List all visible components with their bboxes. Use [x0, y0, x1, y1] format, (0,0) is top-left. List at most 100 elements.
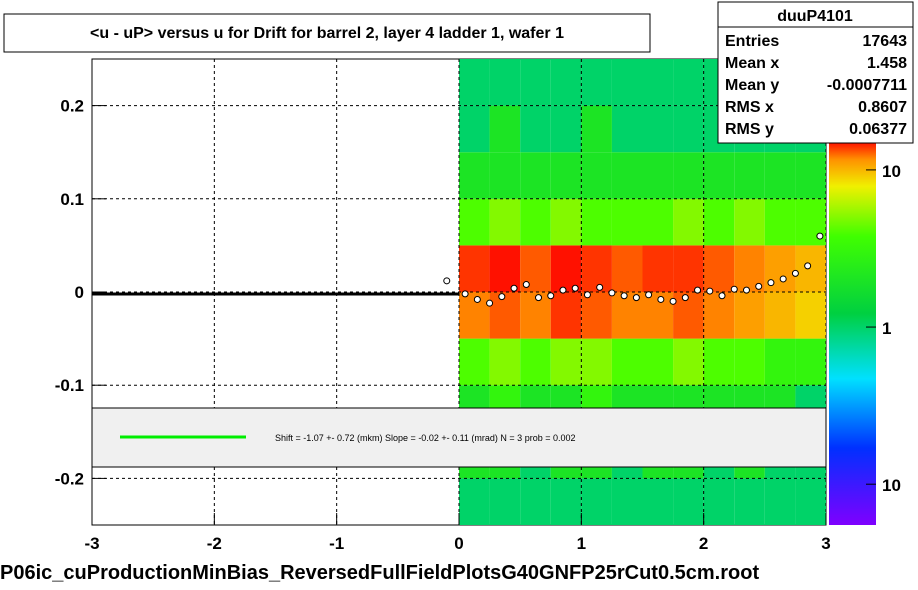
- heatmap-cell: [734, 478, 765, 525]
- heatmap-cell: [764, 292, 796, 339]
- heatmap-cell: [550, 478, 582, 525]
- heatmap-cell: [520, 478, 551, 525]
- heatmap-cell: [764, 478, 796, 525]
- profile-point: [742, 286, 750, 294]
- heatmap-cell: [642, 198, 674, 246]
- heatmap-cell: [489, 245, 521, 292]
- heatmap-cell: [581, 245, 612, 292]
- heatmap-cell: [703, 292, 735, 339]
- heatmap-cell: [642, 105, 674, 153]
- profile-point: [620, 292, 628, 300]
- profile-point: [510, 284, 518, 292]
- stats-box: [717, 1, 914, 144]
- heatmap-cell: [550, 292, 582, 339]
- heatmap-cell: [520, 59, 551, 106]
- x-tick-label: -2: [207, 534, 222, 553]
- heatmap-cell: [703, 245, 735, 292]
- y-tick-label: 0.1: [60, 190, 84, 209]
- heatmap-cell: [520, 292, 551, 339]
- heatmap-cell: [734, 292, 765, 339]
- heatmap-cell: [459, 59, 490, 106]
- x-tick-label: -1: [329, 534, 344, 553]
- heatmap-cell: [734, 338, 765, 386]
- heatmap-cell: [611, 338, 643, 386]
- heatmap-cell: [703, 152, 735, 199]
- heatmap-cell: [611, 59, 643, 106]
- heatmap-cell: [581, 105, 612, 153]
- heatmap-cell: [581, 152, 612, 199]
- heatmap-cell: [550, 338, 582, 386]
- profile-point: [559, 286, 567, 294]
- profile-point: [535, 294, 543, 302]
- stats-value: 0.06377: [849, 121, 907, 138]
- heatmap-cell: [550, 59, 582, 106]
- z-tick-label: 10: [882, 476, 901, 495]
- x-tick-label: 2: [699, 534, 708, 553]
- profile-point: [498, 293, 506, 301]
- heatmap-cell: [795, 152, 826, 199]
- profile-point: [755, 282, 763, 290]
- heatmap-cell: [550, 105, 582, 153]
- stats-value: -0.0007711: [827, 77, 907, 94]
- heatmap-cell: [703, 198, 735, 246]
- heatmap-cell: [520, 152, 551, 199]
- heatmap-cell: [764, 198, 796, 246]
- heatmap-cell: [642, 245, 674, 292]
- heatmap-cell: [764, 152, 796, 199]
- heatmap-cell: [734, 152, 765, 199]
- heatmap-cell: [673, 478, 704, 525]
- heatmap-cell: [489, 292, 521, 339]
- heatmap-cell: [459, 245, 490, 292]
- profile-point: [583, 291, 591, 299]
- heatmap-cell: [611, 198, 643, 246]
- stats-label: Entries: [725, 33, 779, 50]
- heatmap-cell: [642, 59, 674, 106]
- heatmap-cell: [550, 245, 582, 292]
- stats-label: Mean y: [725, 77, 779, 94]
- heatmap-cell: [459, 478, 490, 525]
- profile-point: [443, 277, 451, 285]
- stats-label: RMS x: [725, 99, 774, 116]
- heatmap-cell: [550, 152, 582, 199]
- heatmap-cell: [520, 198, 551, 246]
- heatmap-cell: [795, 338, 826, 386]
- profile-point: [571, 284, 579, 292]
- heatmap-cell: [459, 152, 490, 199]
- x-tick-label: 0: [454, 534, 463, 553]
- heatmap-cell: [459, 105, 490, 153]
- y-tick-label: 0: [75, 283, 84, 302]
- heatmap-cell: [673, 245, 704, 292]
- heatmap-cell: [673, 338, 704, 386]
- stats-label: Mean x: [725, 55, 779, 72]
- profile-point: [706, 287, 714, 295]
- stats-value: 0.8607: [858, 99, 907, 116]
- profile-point: [816, 232, 824, 240]
- chart-title: <u - uP> versus u for Drift for barrel 2…: [90, 25, 564, 42]
- heatmap-cell: [459, 338, 490, 386]
- heatmap-cell: [489, 338, 521, 386]
- profile-point: [767, 279, 775, 287]
- profile-point: [779, 275, 787, 283]
- heatmap-cell: [581, 198, 612, 246]
- heatmap-cell: [795, 478, 826, 525]
- heatmap-cell: [520, 338, 551, 386]
- heatmap-cell: [673, 292, 704, 339]
- stats-label: RMS y: [725, 121, 774, 138]
- profile-point: [608, 289, 616, 297]
- profile-point: [645, 291, 653, 299]
- heatmap-cell: [489, 105, 521, 153]
- profile-point: [522, 281, 530, 289]
- profile-point: [657, 295, 665, 303]
- heatmap-cell: [673, 198, 704, 246]
- profile-point: [547, 292, 555, 300]
- palette: [829, 140, 876, 525]
- heatmap-cell: [764, 338, 796, 386]
- profile-point: [681, 294, 689, 302]
- profile-point: [730, 285, 738, 293]
- profile-point: [694, 286, 702, 294]
- heatmap-cell: [550, 198, 582, 246]
- heatmap-cell: [795, 292, 826, 339]
- heatmap-cell: [642, 152, 674, 199]
